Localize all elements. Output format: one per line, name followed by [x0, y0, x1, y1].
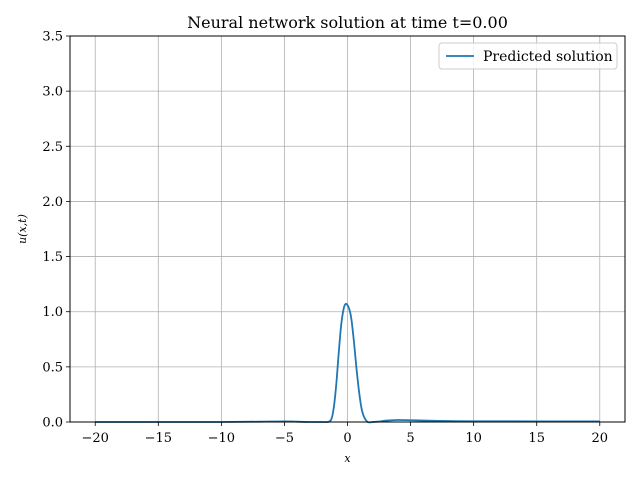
x-tick-label: −10	[208, 431, 235, 446]
y-tick-label: 1.5	[42, 250, 63, 265]
x-tick-label: −5	[275, 431, 294, 446]
x-tick-label: −20	[82, 431, 109, 446]
y-tick-label: 3.0	[42, 85, 63, 100]
y-tick-label: 3.5	[42, 30, 63, 45]
y-axis-label: u(x,t)	[16, 214, 29, 244]
y-tick-label: 2.5	[42, 140, 63, 155]
x-tick-label: 5	[406, 431, 414, 446]
chart-title: Neural network solution at time t=0.00	[187, 13, 508, 32]
y-tick-label: 1.0	[42, 305, 63, 320]
y-tick-label: 2.0	[42, 195, 63, 210]
legend-box	[438, 42, 618, 70]
x-tick-label: 0	[343, 431, 351, 446]
x-tick-label: 15	[528, 431, 545, 446]
legend-label: Predicted solution	[483, 49, 613, 65]
grid-layer	[70, 35, 625, 423]
y-axis-ticks: 0.0 0.5 1.0 1.5 2.0 2.5 3.0 3.5	[42, 30, 70, 431]
x-tick-label: −15	[145, 431, 172, 446]
x-axis-label: x	[344, 452, 351, 465]
x-axis-ticks: −20 −15 −10 −5 0 5 10 15 20	[82, 422, 608, 446]
x-tick-label: 10	[465, 431, 482, 446]
y-tick-label: 0.5	[42, 360, 63, 375]
legend: Predicted solution	[438, 42, 618, 70]
x-tick-label: 20	[591, 431, 608, 446]
y-tick-label: 0.0	[42, 416, 63, 431]
